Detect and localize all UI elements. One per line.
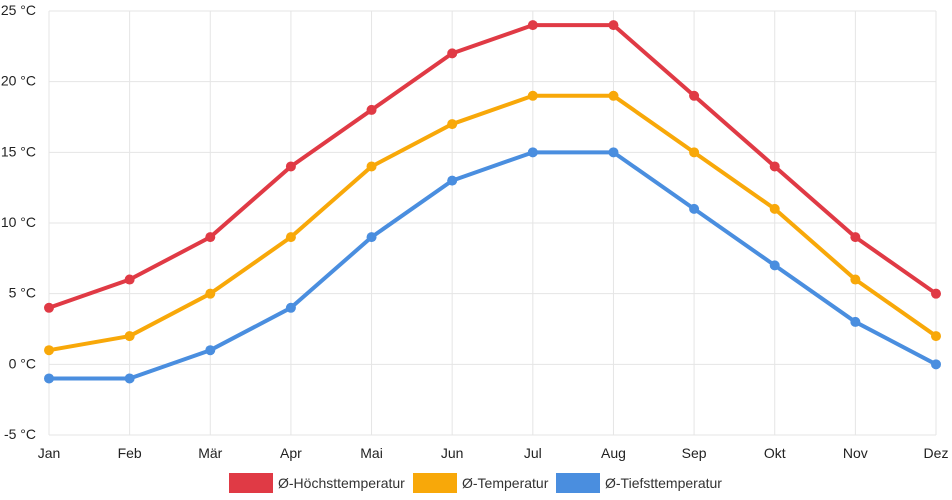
y-tick-label: 25 °C (1, 2, 36, 18)
x-tick-label: Jan (38, 445, 61, 461)
data-point[interactable] (205, 232, 216, 243)
data-point[interactable] (527, 90, 538, 101)
data-point[interactable] (366, 161, 377, 172)
series-group (44, 20, 941, 313)
x-tick-label: Nov (843, 445, 868, 461)
data-point[interactable] (285, 302, 296, 313)
y-tick-label: 20 °C (1, 73, 36, 89)
data-point[interactable] (850, 274, 861, 285)
x-tick-label: Apr (280, 445, 302, 461)
x-axis-ticks: Jan Feb Mär Apr Mai Jun Jul Aug Sep Okt Nov Dez (38, 445, 949, 461)
data-point[interactable] (366, 232, 377, 243)
data-point[interactable] (447, 119, 458, 130)
x-tick-label: Aug (601, 445, 626, 461)
legend-item[interactable]: Ø-Höchsttemperatur (229, 473, 405, 493)
x-tick-label: Mär (198, 445, 222, 461)
x-tick-label: Okt (764, 445, 786, 461)
data-point[interactable] (769, 260, 780, 271)
data-point[interactable] (931, 288, 941, 299)
legend-swatch (229, 473, 273, 493)
data-point[interactable] (447, 48, 458, 59)
legend-swatch (413, 473, 457, 493)
legend: Ø-Höchsttemperatur Ø-Temperatur Ø-Tiefstte… (229, 473, 722, 493)
data-point[interactable] (769, 161, 780, 172)
data-point[interactable] (527, 20, 538, 31)
data-point[interactable] (285, 161, 296, 172)
x-tick-label: Dez (924, 445, 949, 461)
data-point[interactable] (44, 345, 54, 356)
x-tick-label: Feb (118, 445, 142, 461)
data-point[interactable] (124, 331, 135, 342)
data-point[interactable] (931, 331, 941, 342)
series-line (47, 150, 938, 381)
data-point[interactable] (124, 274, 135, 285)
data-point[interactable] (850, 316, 861, 327)
series-group (44, 147, 941, 384)
legend-label: Ø-Tiefsttemperatur (605, 475, 722, 491)
data-point[interactable] (608, 147, 619, 158)
data-point[interactable] (44, 302, 54, 313)
data-point[interactable] (285, 232, 296, 243)
data-point[interactable] (205, 288, 216, 299)
data-point[interactable] (527, 147, 538, 158)
grid (48, 10, 937, 436)
data-point[interactable] (689, 147, 700, 158)
data-point[interactable] (205, 345, 216, 356)
data-point[interactable] (366, 104, 377, 115)
y-axis-ticks: -5 °C 0 °C 5 °C 10 °C 15 °C 20 °C 25 °C (1, 2, 36, 442)
data-point[interactable] (608, 90, 619, 101)
series-line (47, 23, 938, 310)
series-lines (44, 20, 941, 384)
data-point[interactable] (850, 232, 861, 243)
y-tick-label: 5 °C (9, 285, 36, 301)
data-point[interactable] (124, 373, 135, 384)
x-tick-label: Jun (441, 445, 464, 461)
legend-item[interactable]: Ø-Tiefsttemperatur (556, 473, 722, 493)
y-tick-label: 10 °C (1, 214, 36, 230)
x-tick-label: Jul (524, 445, 542, 461)
x-tick-label: Mai (360, 445, 383, 461)
legend-label: Ø-Höchsttemperatur (278, 475, 405, 491)
data-point[interactable] (931, 359, 941, 370)
legend-swatch (556, 473, 600, 493)
y-tick-label: 15 °C (1, 143, 36, 159)
series-group (44, 90, 941, 356)
data-point[interactable] (689, 203, 700, 214)
x-tick-label: Sep (682, 445, 707, 461)
data-point[interactable] (769, 203, 780, 214)
data-point[interactable] (689, 90, 700, 101)
y-tick-label: -5 °C (4, 426, 36, 442)
data-point[interactable] (44, 373, 54, 384)
series-line (47, 93, 938, 353)
data-point[interactable] (447, 175, 458, 186)
data-point[interactable] (608, 20, 619, 31)
legend-label: Ø-Temperatur (462, 475, 549, 491)
legend-item[interactable]: Ø-Temperatur (413, 473, 549, 493)
y-tick-label: 0 °C (9, 355, 36, 371)
